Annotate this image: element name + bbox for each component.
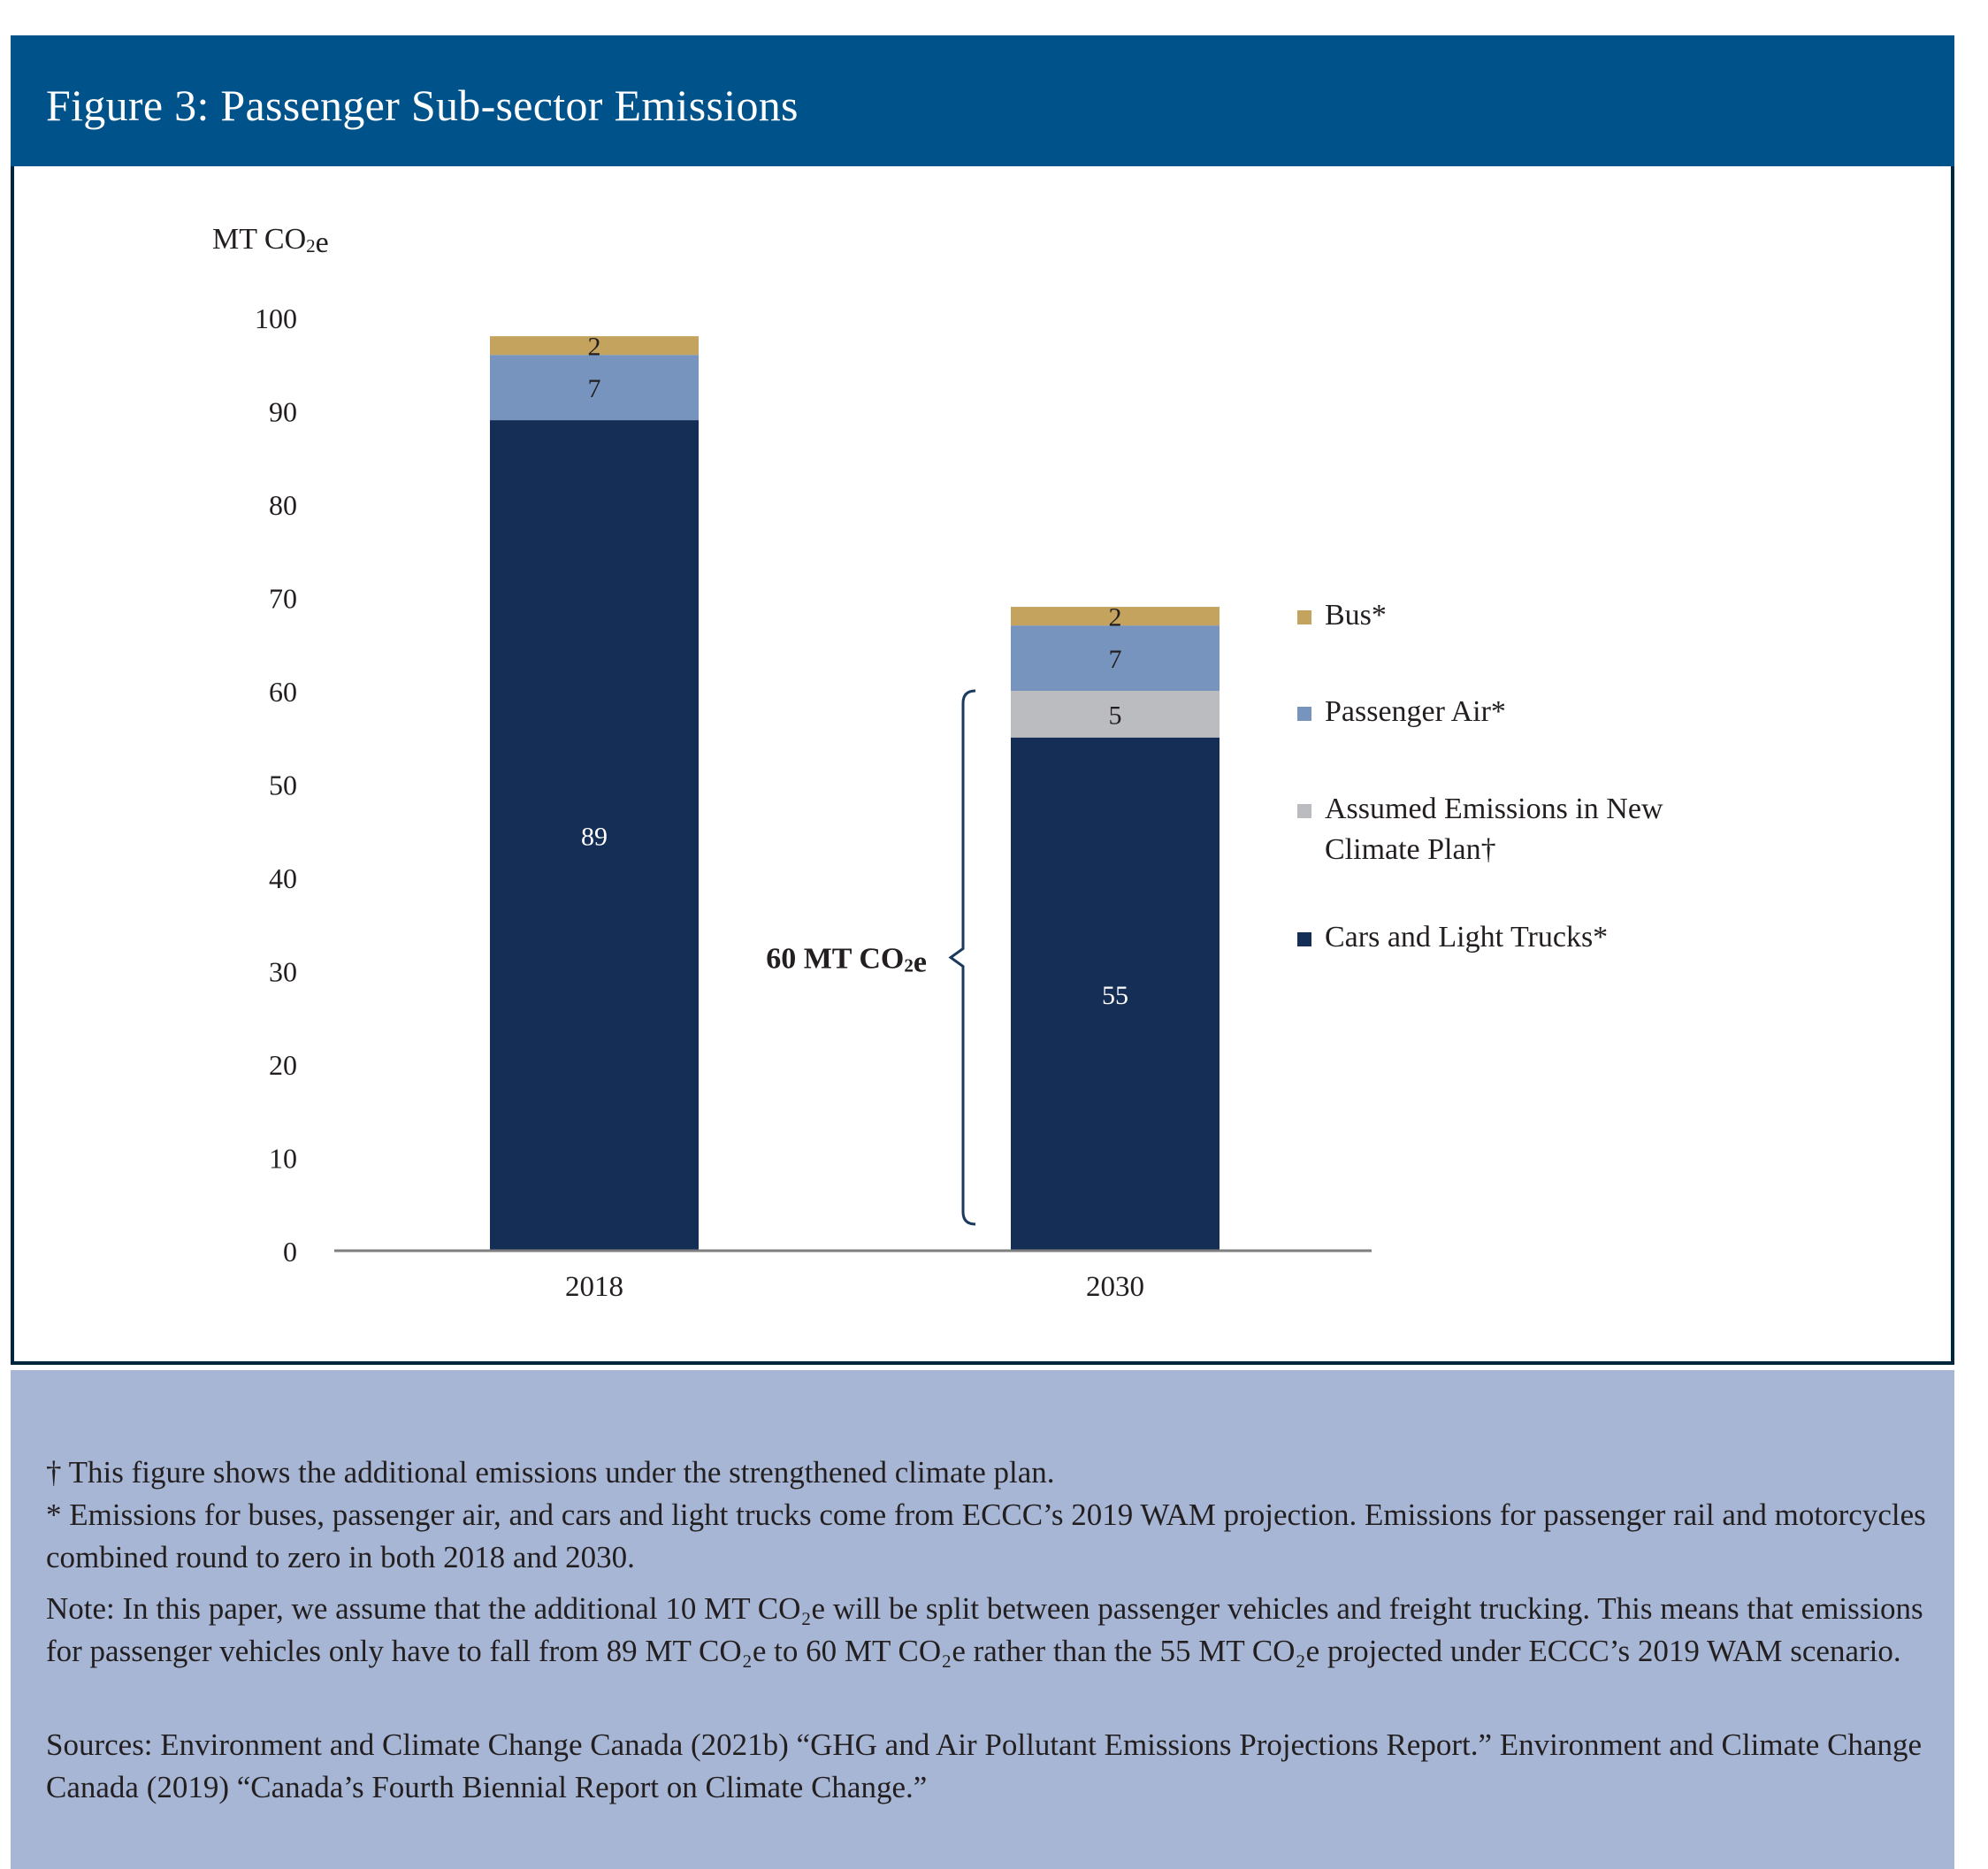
stacked-bar-chart: MT CO2e010203040506070809010089722018555… <box>212 223 1663 1303</box>
bar-segment <box>490 355 699 421</box>
legend-label: Climate Plan† <box>1325 833 1496 866</box>
y-tick-label: 60 <box>269 676 297 708</box>
y-tick-label: 100 <box>255 303 297 334</box>
bar-segment <box>490 420 699 1251</box>
bar-segment <box>1011 737 1220 1251</box>
bar-segment <box>1011 625 1220 691</box>
dagger-note: † This figure shows the additional emiss… <box>46 1455 1055 1490</box>
y-tick-label: 80 <box>269 489 297 521</box>
y-tick-label: 0 <box>283 1236 297 1268</box>
y-axis-title: MT CO2e <box>212 223 329 259</box>
sources-note: Sources: Environment and Climate Change … <box>46 1727 1923 1804</box>
legend-swatch <box>1297 804 1311 818</box>
y-tick-label: 40 <box>269 862 297 894</box>
y-tick-label: 20 <box>269 1049 297 1081</box>
asterisk-note: * Emissions for buses, passenger air, an… <box>46 1497 1926 1574</box>
data-label: 7 <box>1109 645 1122 674</box>
bar-segment <box>1011 691 1220 738</box>
y-tick-label: 90 <box>269 396 297 428</box>
y-tick-label: 30 <box>269 956 297 988</box>
bar-segment <box>1011 607 1220 626</box>
y-tick-label: 50 <box>269 770 297 801</box>
data-label: 5 <box>1109 701 1122 730</box>
chart-frame: MT CO2e 0 10 20 30 40 50 60 70 80 90 100 89 7 2 2018 55 5… <box>11 166 1954 1365</box>
legend-label: Bus* <box>1325 599 1387 632</box>
legend-swatch <box>1297 610 1311 624</box>
legend-swatch <box>1297 932 1311 946</box>
data-label: 89 <box>581 823 608 852</box>
data-label: 2 <box>588 333 601 362</box>
legend-swatch <box>1297 707 1311 721</box>
figure-title: Figure 3: Passenger Sub-sector Emissions <box>46 80 799 130</box>
bar-segment <box>490 336 699 356</box>
y-tick-label: 10 <box>269 1143 297 1175</box>
legend-label: Passenger Air* <box>1325 695 1506 728</box>
notes-panel: † This figure shows the additional emiss… <box>11 1370 1954 1869</box>
assumption-note: Note: In this paper, we assume that the … <box>46 1591 1923 1668</box>
x-tick-label: 2030 <box>1086 1271 1144 1303</box>
data-label: 2 <box>1109 603 1122 632</box>
legend-label: Cars and Light Trucks* <box>1325 921 1608 954</box>
x-tick-label: 2018 <box>565 1271 623 1303</box>
bracket-label: 60 MT CO2e <box>766 943 927 979</box>
legend-label: Assumed Emissions in New <box>1325 793 1663 825</box>
figure-header: Figure 3: Passenger Sub-sector Emissions <box>11 35 1954 166</box>
y-tick-label: 70 <box>269 583 297 615</box>
data-label: 55 <box>1102 981 1128 1010</box>
bracket-annotation <box>948 689 976 1226</box>
data-label: 7 <box>588 374 601 403</box>
